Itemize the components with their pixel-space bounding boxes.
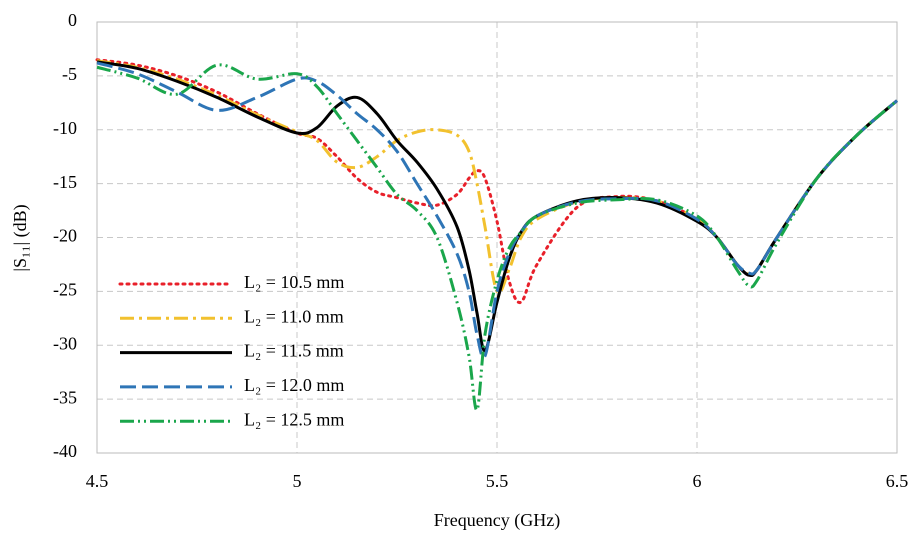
- x-axis-title: Frequency (GHz): [434, 510, 560, 531]
- y-axis-title: |S₁₁| (dB): [10, 204, 31, 271]
- legend-label: L₂ = 11.5 mm: [244, 341, 344, 361]
- y-tick-label: -30: [53, 333, 77, 353]
- y-tick-label: -25: [53, 280, 77, 300]
- x-tick-label: 6.5: [886, 471, 909, 491]
- series-line: [96, 60, 898, 353]
- plot-frame: [96, 21, 898, 454]
- x-tick-label: 4.5: [86, 471, 109, 491]
- y-tick-label: 0: [68, 10, 77, 30]
- y-tick-label: -15: [53, 172, 77, 192]
- legend-label: L₂ = 12.0 mm: [244, 375, 344, 395]
- series-line: [96, 61, 898, 360]
- y-tick-label: -20: [53, 226, 77, 246]
- x-tick-label: 5: [293, 471, 302, 491]
- y-tick-label: -5: [62, 64, 77, 84]
- legend-label: L₂ = 11.0 mm: [244, 306, 344, 326]
- legend-label: L₂ = 12.5 mm: [244, 409, 344, 429]
- legend-label: L₂ = 10.5 mm: [244, 272, 344, 292]
- x-tick-label: 6: [693, 471, 702, 491]
- y-tick-label: -40: [53, 441, 77, 461]
- series-line: [96, 63, 898, 412]
- y-tick-label: -35: [53, 387, 77, 407]
- y-tick-label: -10: [53, 118, 77, 138]
- series-line: [96, 59, 898, 295]
- x-tick-label: 5.5: [486, 471, 509, 491]
